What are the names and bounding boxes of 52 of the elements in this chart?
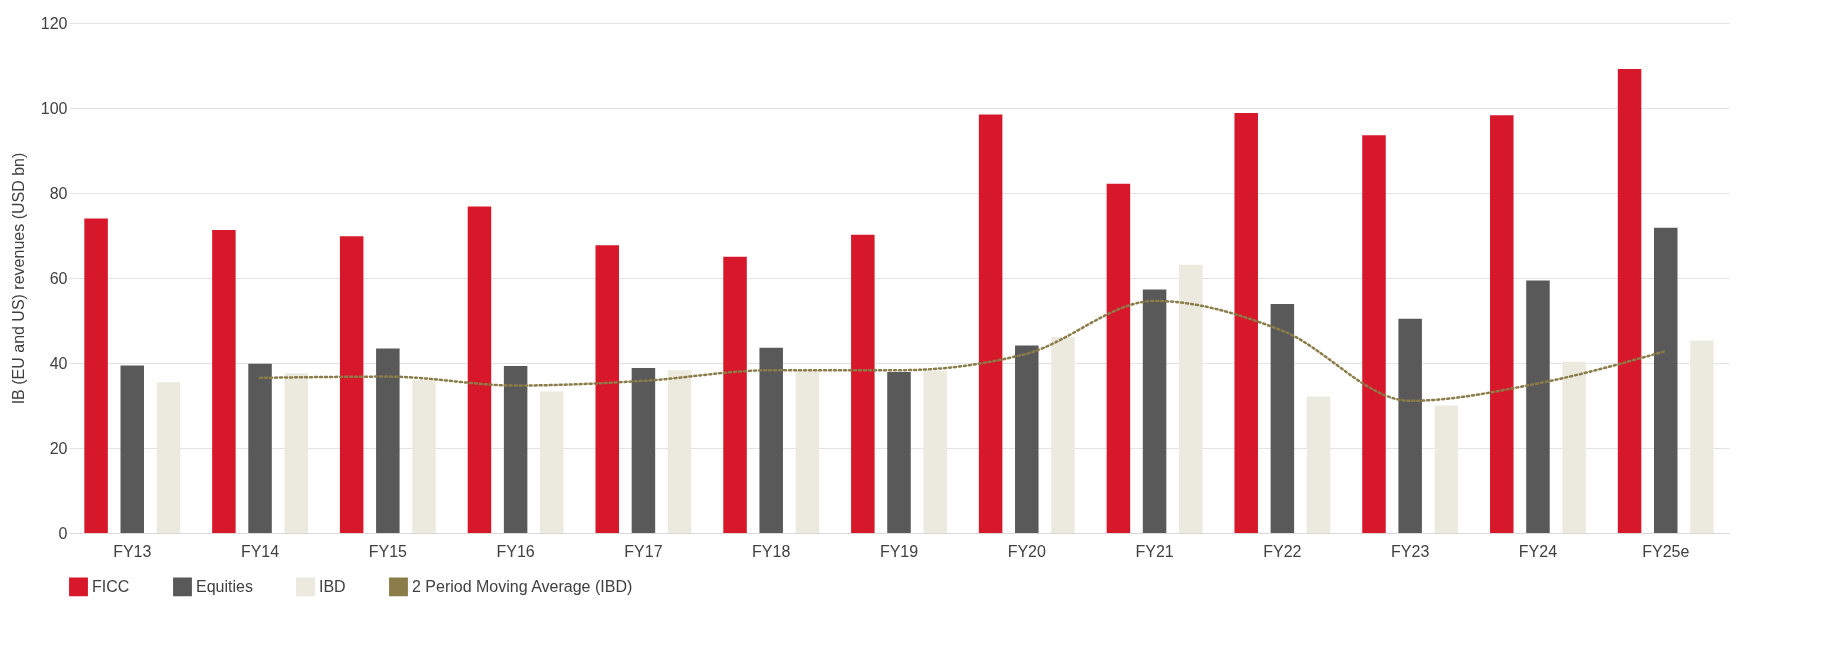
y-tick-label: 60 [49,269,68,287]
bar [248,363,272,533]
bar [1270,303,1295,533]
x-tick-label: FY13 [113,542,152,560]
bar [120,365,145,533]
x-tick-label: FY17 [624,542,663,560]
bar [1106,183,1131,533]
bar [1362,135,1386,533]
legend-label: FICC [92,577,130,595]
y-tick-label: 80 [49,184,68,202]
bar [1617,68,1642,533]
y-tick-label: 100 [40,99,68,117]
bar [339,236,364,533]
x-tick-label: FY14 [240,542,280,560]
y-tick-label: 0 [58,524,68,542]
x-tick-label: FY24 [1518,542,1558,560]
bar [1142,289,1167,533]
x-tick-label: FY15 [368,542,408,560]
bar [212,229,236,533]
bar [84,218,108,533]
legend-label: Equities [196,577,253,595]
bar [467,206,492,533]
bar [723,256,747,533]
x-tick-label: FY22 [1263,542,1302,560]
bar [759,347,783,533]
bar [503,365,528,533]
bar [1398,318,1422,533]
legend-label: 2 Period Moving Average (IBD) [412,577,633,595]
x-tick-label: FY21 [1135,542,1174,560]
y-tick-label: 120 [40,14,68,32]
line-series [258,299,1667,403]
x-tick-label: FY23 [1391,542,1430,560]
y-tick-label: 20 [49,439,68,457]
bar [595,245,620,533]
legend-label: IBD [319,577,346,595]
bar [887,371,911,533]
bar [1490,115,1514,533]
x-tick-label: FY25e [1642,542,1690,560]
bar [851,234,875,533]
bar [1653,227,1678,533]
x-tick-label: FY19 [879,542,919,560]
x-tick-label: FY16 [496,542,535,560]
bar [1015,345,1039,533]
x-tick-label: FY18 [752,542,791,560]
bar [631,368,656,533]
bar [1526,280,1550,533]
bar [1234,113,1258,533]
y-tick-label: 40 [49,354,68,372]
x-tick-label: FY20 [1007,542,1047,560]
y-axis-title: IB (EU and US) revenues (USD bn) [9,152,27,405]
bar [376,348,400,533]
bar [978,114,1003,533]
